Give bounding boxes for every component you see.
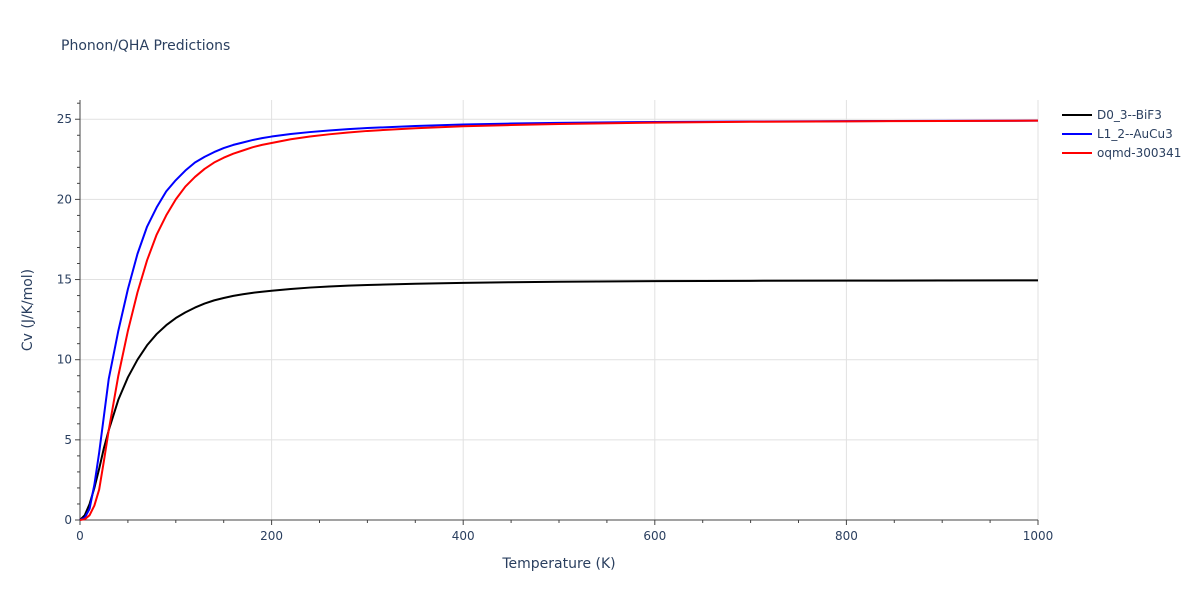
x-axis-label: Temperature (K) [501,556,615,572]
y-tick-label: 10 [57,353,72,367]
y-tick-label: 0 [64,513,72,527]
x-tick-label: 600 [643,529,666,543]
y-tick-label: 5 [64,433,72,447]
x-axis-ticks: 0 200 400 600 800 1000 [76,520,1053,543]
y-axis-label: Cv (J/K/mol) [20,269,36,351]
series-line-1 [79,119,1039,521]
x-tick-label: 0 [76,529,84,543]
y-axis-ticks: 0 5 10 15 20 25 [57,102,80,527]
legend-label: D0_3--BiF3 [1097,108,1162,122]
y-tick-label: 25 [57,112,72,126]
x-tick-label: 1000 [1023,529,1054,543]
legend[interactable]: D0_3--BiF3 L1_2--AuCu3 oqmd-300341 [1062,108,1181,160]
legend-item[interactable]: oqmd-300341 [1062,146,1181,160]
gridlines [80,100,1039,520]
x-tick-label: 400 [452,529,475,543]
legend-label: oqmd-300341 [1097,146,1181,160]
x-tick-label: 800 [835,529,858,543]
legend-label: L1_2--AuCu3 [1097,127,1173,141]
plot-area [79,119,1039,521]
chart-title: Phonon/QHA Predictions [61,38,230,54]
series-line-2 [79,119,1039,521]
x-tick-label: 200 [260,529,283,543]
legend-item[interactable]: D0_3--BiF3 [1062,108,1162,122]
legend-item[interactable]: L1_2--AuCu3 [1062,127,1173,141]
y-tick-label: 20 [57,192,72,206]
y-tick-label: 15 [57,273,72,287]
